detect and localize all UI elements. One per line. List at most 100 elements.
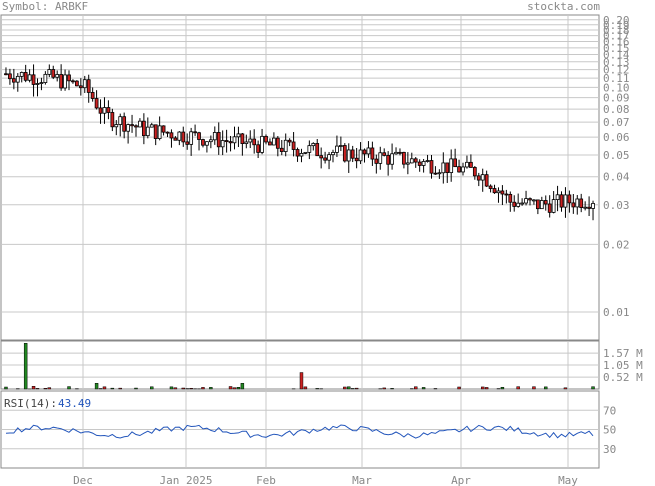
x-tick-label: May — [558, 474, 578, 486]
candle-body — [405, 162, 410, 165]
candle-body — [323, 157, 327, 161]
price-panel — [0, 14, 600, 341]
volume-bar — [102, 386, 107, 390]
candle-body — [153, 124, 158, 140]
candle-body — [472, 167, 477, 177]
candle-body — [8, 73, 12, 80]
volume-bar — [421, 387, 426, 390]
candle-body — [303, 151, 308, 154]
volume-tick-label: 1.05 M — [603, 359, 643, 372]
candle-body — [382, 152, 387, 156]
candle-body — [335, 145, 339, 153]
volume-bar — [500, 386, 505, 390]
price-tick-label: 0.08 — [603, 103, 630, 116]
candle-body — [536, 199, 540, 210]
candle-body — [63, 74, 67, 89]
candle-body — [244, 141, 249, 144]
candle-body — [587, 206, 591, 209]
candle-body — [126, 124, 130, 132]
candle-body — [106, 107, 111, 113]
volume-bar — [350, 388, 355, 390]
volume-bar — [343, 386, 347, 390]
candle-body — [197, 132, 201, 140]
volume-bar — [303, 386, 308, 390]
volume-bar — [228, 386, 233, 390]
candle-body — [15, 75, 20, 83]
rsi-tick-label: 30 — [603, 443, 616, 456]
rsi-value: 43.49 — [58, 397, 91, 410]
candle-body — [4, 73, 8, 76]
candle-body — [181, 131, 186, 143]
candle-body — [413, 158, 418, 163]
candle-body — [169, 132, 174, 139]
candle-body — [19, 72, 24, 77]
price-grid — [1, 15, 599, 340]
candle-body — [307, 145, 312, 153]
volume-bar — [43, 388, 48, 390]
candle-body — [260, 135, 264, 153]
candle-body — [114, 124, 119, 128]
volume-bar — [236, 387, 241, 390]
candle-body — [571, 202, 576, 208]
candle-body — [461, 166, 465, 173]
candle-body — [547, 203, 552, 213]
volume-bar — [354, 387, 359, 390]
candle-body — [500, 190, 505, 195]
candle-body — [575, 198, 580, 208]
candle-body — [457, 166, 461, 173]
volume-bar — [35, 388, 40, 390]
candle-body — [59, 74, 63, 89]
x-tick-label: Mar — [352, 474, 372, 486]
price-tick-label: 0.18 — [603, 24, 630, 37]
candle-body — [327, 154, 331, 161]
price-tick-label: 0.17 — [603, 30, 630, 43]
candle-body — [161, 125, 166, 133]
candle-body — [421, 161, 426, 166]
candle-body — [193, 131, 197, 134]
candle-body — [409, 158, 414, 164]
candle-body — [425, 160, 430, 162]
candle-body — [47, 69, 52, 75]
candle-body — [484, 174, 489, 187]
candle-body — [94, 98, 99, 109]
volume-bar — [390, 388, 394, 390]
volume-bar — [457, 386, 461, 390]
candle-body — [122, 116, 127, 132]
rsi-tick-label: 50 — [603, 424, 616, 437]
price-axis: 0.200.190.180.170.160.150.140.130.120.11… — [603, 14, 630, 319]
volume-bar — [532, 386, 536, 390]
volume-bar — [189, 387, 193, 390]
volume-bar — [173, 387, 178, 390]
candle-body — [551, 199, 556, 213]
price-tick-label: 0.15 — [603, 42, 630, 55]
x-axis: Dec Jan 2025 Feb Mar Apr May — [73, 474, 578, 486]
candle-body — [346, 149, 351, 162]
candle-body — [39, 82, 44, 84]
candle-body — [532, 199, 536, 202]
price-tick-label: 0.10 — [603, 81, 630, 94]
price-tick-label: 0.11 — [603, 72, 630, 85]
candle-body — [165, 131, 170, 134]
candle-body — [394, 151, 398, 155]
candle-body — [145, 126, 150, 137]
volume-bar — [118, 387, 122, 390]
rsi-tick-label: 70 — [603, 404, 616, 417]
candle-body — [528, 198, 532, 201]
candle-body — [268, 141, 272, 146]
candle-body — [173, 137, 178, 141]
price-tick-label: 0.03 — [603, 199, 630, 212]
candle-body — [232, 136, 237, 144]
x-tick-label: Jan 2025 — [160, 474, 213, 486]
candle-body — [469, 161, 473, 168]
candle-body — [283, 139, 288, 152]
candle-body — [216, 132, 221, 148]
candle-body — [295, 149, 300, 157]
price-tick-label: 0.14 — [603, 49, 630, 62]
volume-bar — [591, 386, 595, 390]
candle-body — [205, 141, 209, 146]
candle-body — [149, 124, 154, 128]
candle-body — [256, 144, 261, 153]
symbol-label: Symbol: ARBKF — [2, 0, 89, 13]
candle-body — [488, 185, 493, 189]
